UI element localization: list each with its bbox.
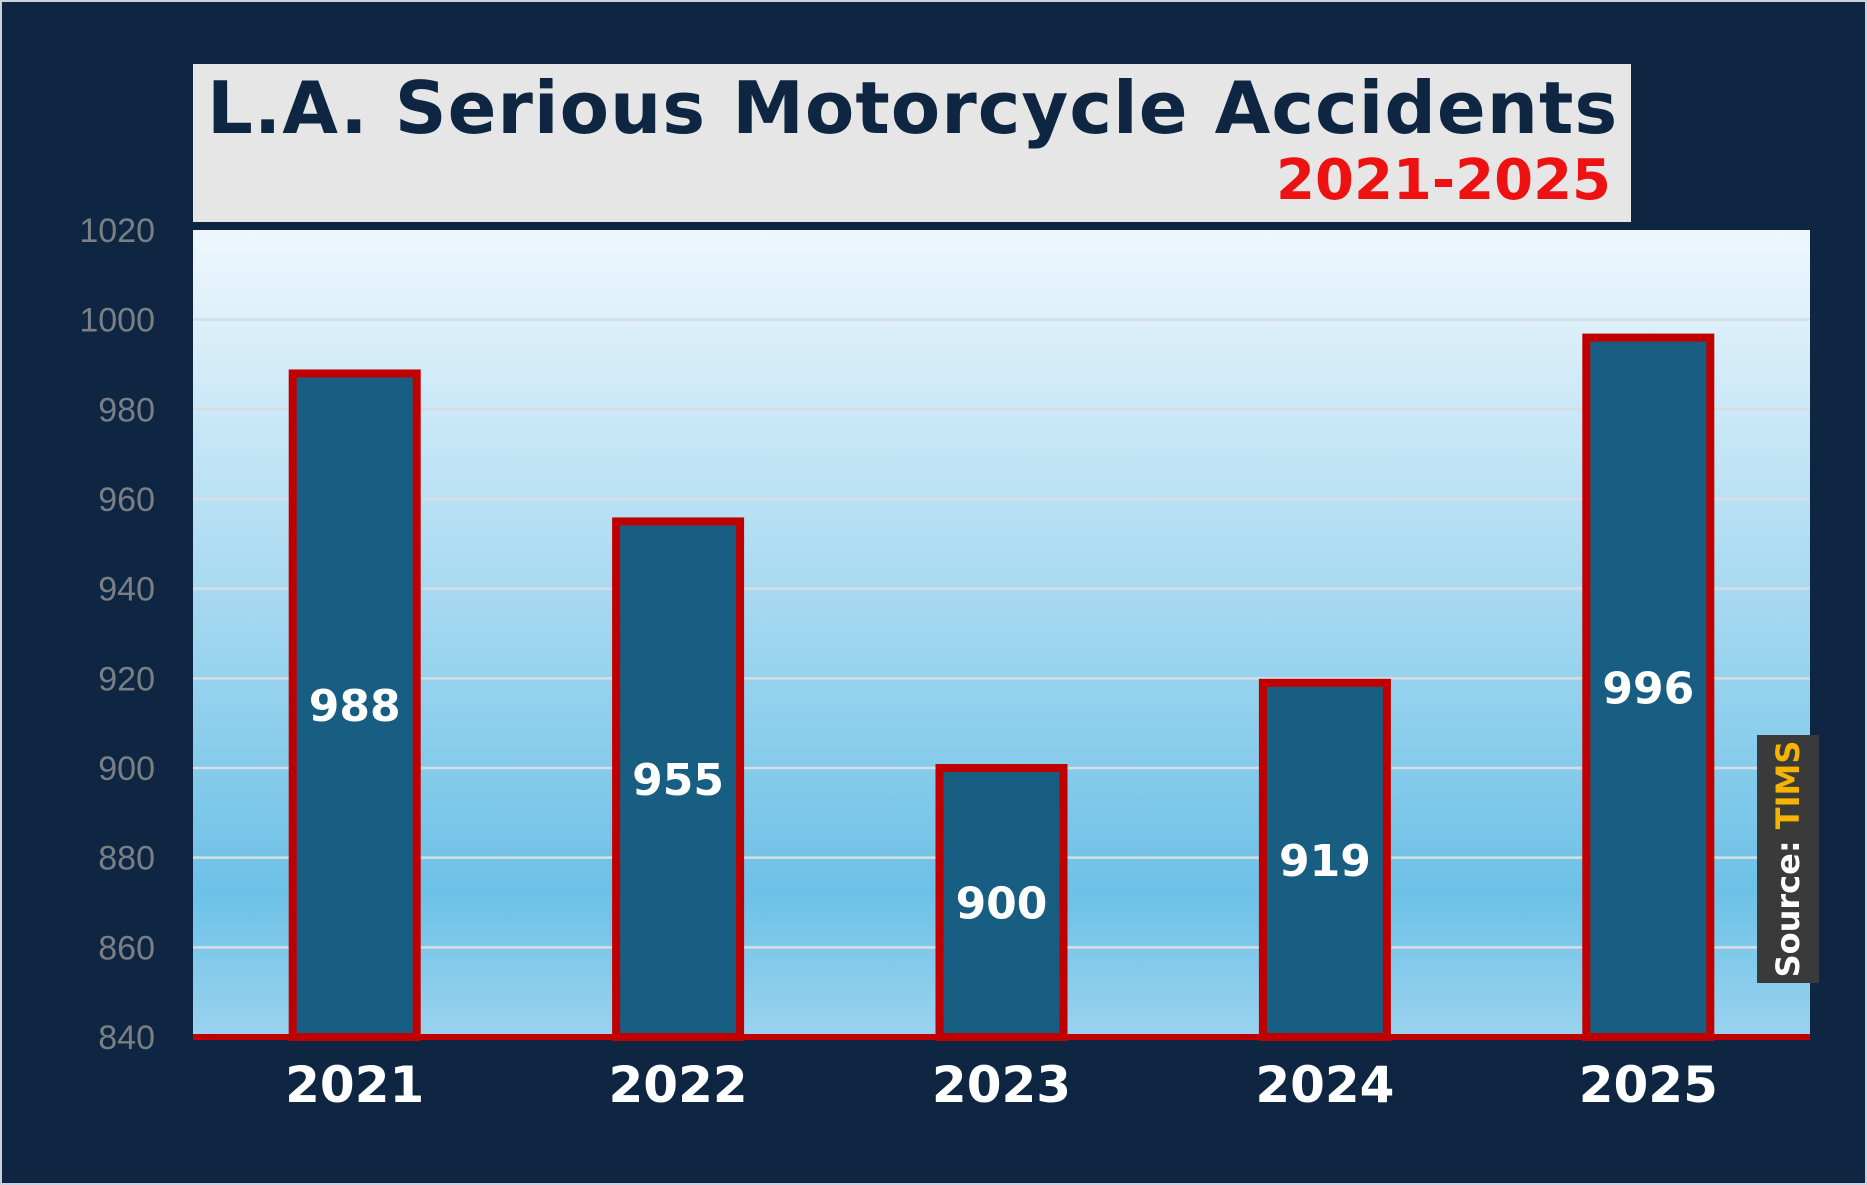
x-tick-label: 2022 [609, 1056, 748, 1114]
x-tick-label: 2021 [285, 1056, 424, 1114]
grid-lines [193, 318, 1810, 949]
bar [288, 369, 421, 1041]
source-badge: Source: TIMS [1757, 735, 1819, 983]
y-tick-label: 840 [98, 1019, 155, 1057]
x-axis-ticks: 2021 2022 2023 2024 2025 [285, 1056, 1718, 1114]
bar-value-label: 955 [632, 755, 724, 806]
bar-value-label: 900 [956, 879, 1048, 930]
chart-subtitle: 2021-2025 [1276, 148, 1611, 213]
y-tick-label: 860 [98, 929, 155, 967]
bar [612, 517, 745, 1041]
y-tick-label: 980 [98, 391, 155, 429]
bar [1582, 333, 1715, 1042]
y-tick-label: 1020 [79, 212, 155, 250]
bar-value-label: 996 [1602, 663, 1694, 714]
bars: 988 955 900 919 996 [288, 333, 1715, 1042]
bar-value-label: 919 [1279, 836, 1371, 887]
y-tick-label: 880 [98, 840, 155, 878]
y-tick-label: 940 [98, 571, 155, 609]
x-tick-label: 2024 [1255, 1056, 1394, 1114]
y-tick-label: 900 [98, 750, 155, 788]
y-tick-label: 920 [98, 660, 155, 698]
y-tick-label: 960 [98, 481, 155, 519]
bar-value-label: 988 [309, 681, 401, 732]
x-tick-label: 2025 [1579, 1056, 1718, 1114]
y-axis-ticks: 840 860 880 900 920 940 960 980 1000 1020 [79, 212, 155, 1057]
source-label: Source: [1769, 829, 1807, 978]
x-tick-label: 2023 [932, 1056, 1071, 1114]
source-name: TIMS [1769, 740, 1807, 830]
chart-title: L.A. Serious Motorcycle Accidents [207, 66, 1619, 150]
y-tick-label: 1000 [79, 302, 155, 340]
bar [935, 764, 1068, 1041]
title-box: L.A. Serious Motorcycle Accidents 2021-2… [193, 64, 1631, 222]
